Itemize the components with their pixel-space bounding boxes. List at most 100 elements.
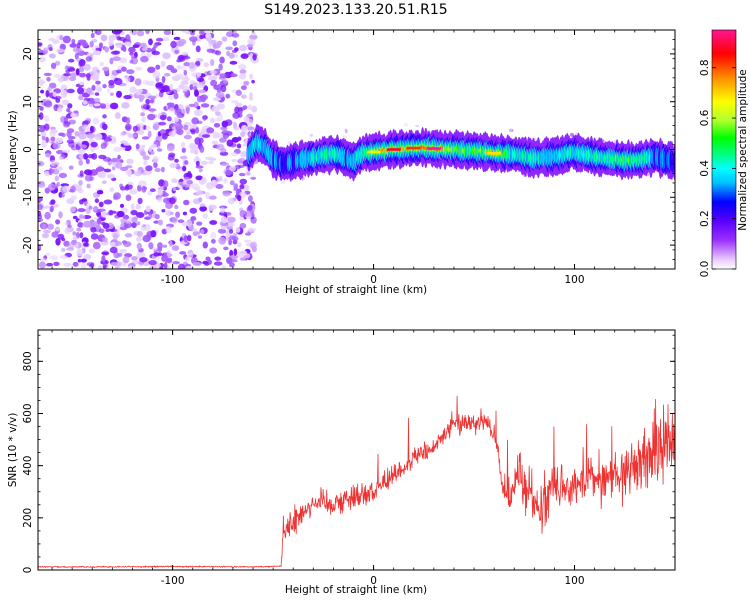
noise-blob: [152, 123, 159, 131]
noise-blob: [212, 43, 221, 49]
noise-blob: [220, 84, 227, 93]
noise-blob: [193, 198, 201, 205]
noise-blob: [47, 86, 52, 92]
noise-blob: [183, 235, 188, 243]
noise-blob: [103, 168, 112, 173]
noise-blob: [231, 158, 238, 163]
noise-blob: [101, 251, 109, 255]
noise-blob: [72, 236, 78, 240]
noise-blob: [194, 89, 199, 97]
noise-blob: [238, 64, 247, 70]
colorbar-tick-label: 0.8: [699, 59, 711, 76]
noise-blob: [147, 95, 157, 100]
noise-blob: [200, 203, 206, 208]
x-tick-label: 0: [370, 274, 377, 286]
noise-blob: [195, 60, 201, 66]
noise-blob: [55, 238, 61, 246]
noise-blob: [78, 59, 86, 67]
noise-blob: [213, 261, 223, 266]
noise-blob: [163, 197, 172, 204]
noise-blob: [46, 262, 54, 267]
noise-blob: [149, 188, 156, 193]
noise-blob: [247, 126, 255, 131]
noise-blob: [110, 241, 116, 247]
noise-blob: [189, 124, 198, 131]
colorbar-label: Normalized spectral amplitude: [737, 69, 749, 230]
noise-blob: [173, 92, 179, 100]
noise-blob: [229, 180, 235, 186]
noise-blob: [111, 33, 116, 40]
noise-blob: [200, 128, 207, 136]
noise-blob: [173, 36, 181, 41]
noise-blob: [86, 262, 95, 267]
noise-blob: [222, 133, 229, 139]
noise-blob: [167, 154, 175, 161]
x-tick-label: 100: [565, 274, 585, 286]
noise-blob: [94, 103, 101, 107]
noise-blob: [43, 100, 53, 108]
noise-blob: [180, 155, 188, 160]
noise-blob: [110, 50, 120, 55]
noise-blob: [171, 217, 178, 224]
noise-blob: [45, 90, 50, 98]
noise-blob: [79, 170, 84, 177]
noise-blob: [67, 67, 76, 72]
noise-blob: [79, 81, 85, 86]
noise-blob: [214, 256, 222, 261]
noise-blob: [77, 139, 83, 146]
noise-blob: [76, 249, 84, 257]
noise-blob: [155, 37, 164, 42]
noise-blob: [61, 99, 70, 105]
noise-blob: [89, 169, 99, 176]
noise-blob: [109, 102, 119, 110]
noise-blob: [119, 226, 128, 231]
noise-blob: [247, 204, 253, 211]
noise-blob: [69, 43, 77, 48]
noise-blob: [136, 221, 141, 226]
noise-blob: [225, 237, 230, 241]
noise-blob: [49, 53, 56, 59]
noise-blob: [229, 60, 238, 65]
noise-blob: [144, 223, 151, 232]
noise-blob: [218, 63, 223, 71]
noise-blob: [94, 92, 100, 96]
noise-blob: [83, 242, 89, 247]
noise-blob: [183, 176, 191, 181]
noise-blob: [173, 116, 179, 123]
noise-blob: [43, 72, 52, 77]
noise-blob: [227, 216, 236, 223]
noise-blob: [176, 65, 182, 70]
spectrogram-noise: [38, 30, 672, 269]
noise-blob: [232, 233, 238, 237]
y-tick-label: 0: [22, 567, 34, 574]
noise-blob: [91, 38, 98, 43]
noise-blob: [141, 144, 146, 148]
noise-blob: [98, 103, 106, 107]
y-tick-label: 200: [22, 508, 34, 528]
noise-blob: [134, 78, 142, 86]
noise-blob: [225, 46, 233, 51]
noise-blob: [211, 140, 218, 145]
noise-blob: [172, 261, 180, 265]
spectrogram-y-label: Frequency (Hz): [7, 110, 19, 189]
noise-blob: [81, 262, 87, 269]
noise-blob: [121, 66, 127, 72]
noise-blob: [113, 146, 122, 152]
noise-blob: [136, 122, 145, 128]
noise-blob: [120, 203, 124, 208]
noise-blob: [250, 210, 255, 214]
noise-blob: [154, 214, 160, 220]
noise-blob: [83, 220, 92, 228]
noise-blob: [212, 131, 220, 139]
noise-blob: [69, 206, 76, 213]
noise-blob: [252, 54, 257, 61]
noise-blob: [78, 132, 87, 140]
noise-blob: [83, 254, 92, 260]
noise-blob: [130, 203, 135, 211]
noise-blob: [209, 220, 218, 225]
noise-blob: [60, 90, 68, 98]
noise-blob: [222, 79, 229, 84]
noise-blob: [242, 253, 251, 259]
noise-blob: [63, 262, 72, 267]
ridge-peak: [406, 146, 421, 150]
